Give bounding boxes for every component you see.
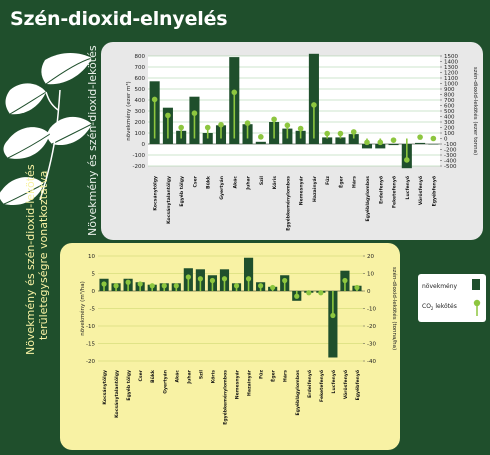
- legend: növekmény CO2 lekötés: [418, 274, 486, 322]
- leaf-illustration: [0, 53, 93, 205]
- page-title: Szén-dioxid-elnyelés: [10, 8, 228, 30]
- bottom-chart-vertical-title-line2: területegységre vonatkoztatva: [37, 170, 50, 340]
- bottom-chart-panel: [60, 243, 400, 450]
- legend-bar-label: növekmény: [422, 283, 458, 290]
- bottom-chart-vertical-title-line1: Növekmény és szén-dioxid-lekötés: [24, 164, 37, 355]
- legend-point-swatch: [473, 299, 481, 316]
- top-chart-panel: [101, 42, 483, 240]
- legend-point-label: CO2 lekötés: [422, 303, 457, 312]
- legend-bar-swatch: [472, 279, 480, 290]
- top-chart-vertical-title: Növekmény és szén-dioxid-lekötés: [86, 45, 99, 236]
